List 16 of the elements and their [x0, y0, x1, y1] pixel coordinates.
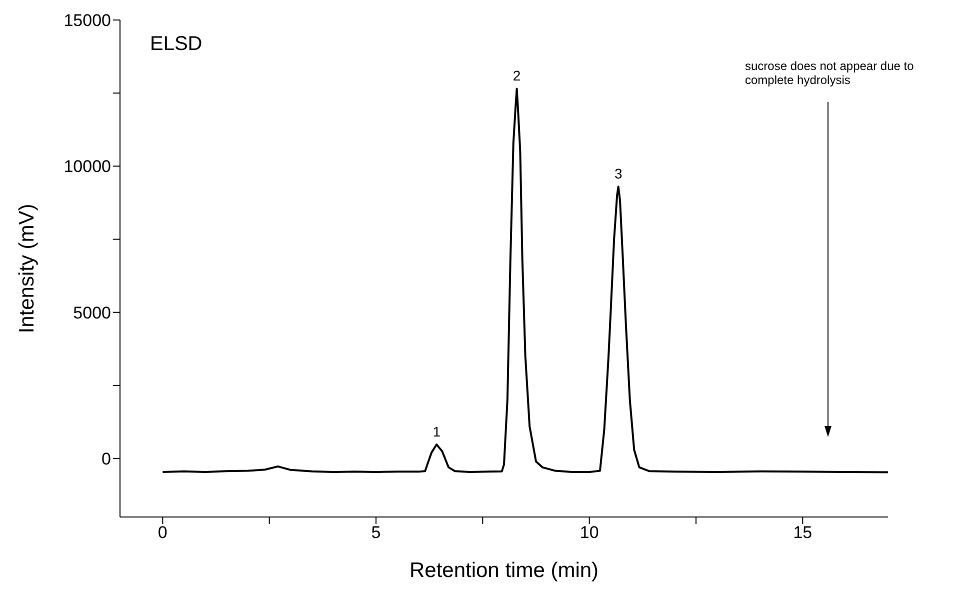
x-tick-label: 5: [371, 523, 381, 542]
annotation: 3: [614, 166, 622, 182]
annotation: ELSD: [150, 33, 202, 55]
y-axis-title: Intensity (mV): [15, 204, 38, 334]
annotation: 1: [432, 423, 441, 440]
x-tick-label: 0: [158, 523, 168, 542]
y-tick-label: 0: [102, 450, 111, 469]
line-series: [162, 88, 888, 474]
x-axis-title: Retention time (min): [409, 559, 599, 582]
y-tick-label: 15000: [64, 11, 111, 30]
x-tick-label: 10: [580, 523, 599, 542]
annotation: 2: [512, 68, 521, 84]
y-tick-label: 5000: [73, 303, 111, 322]
annotation: sucrose does not appear due to complete hydrolysis: [745, 59, 914, 87]
x-tick-label: 15: [793, 523, 812, 542]
y-tick-label: 10000: [64, 157, 111, 176]
